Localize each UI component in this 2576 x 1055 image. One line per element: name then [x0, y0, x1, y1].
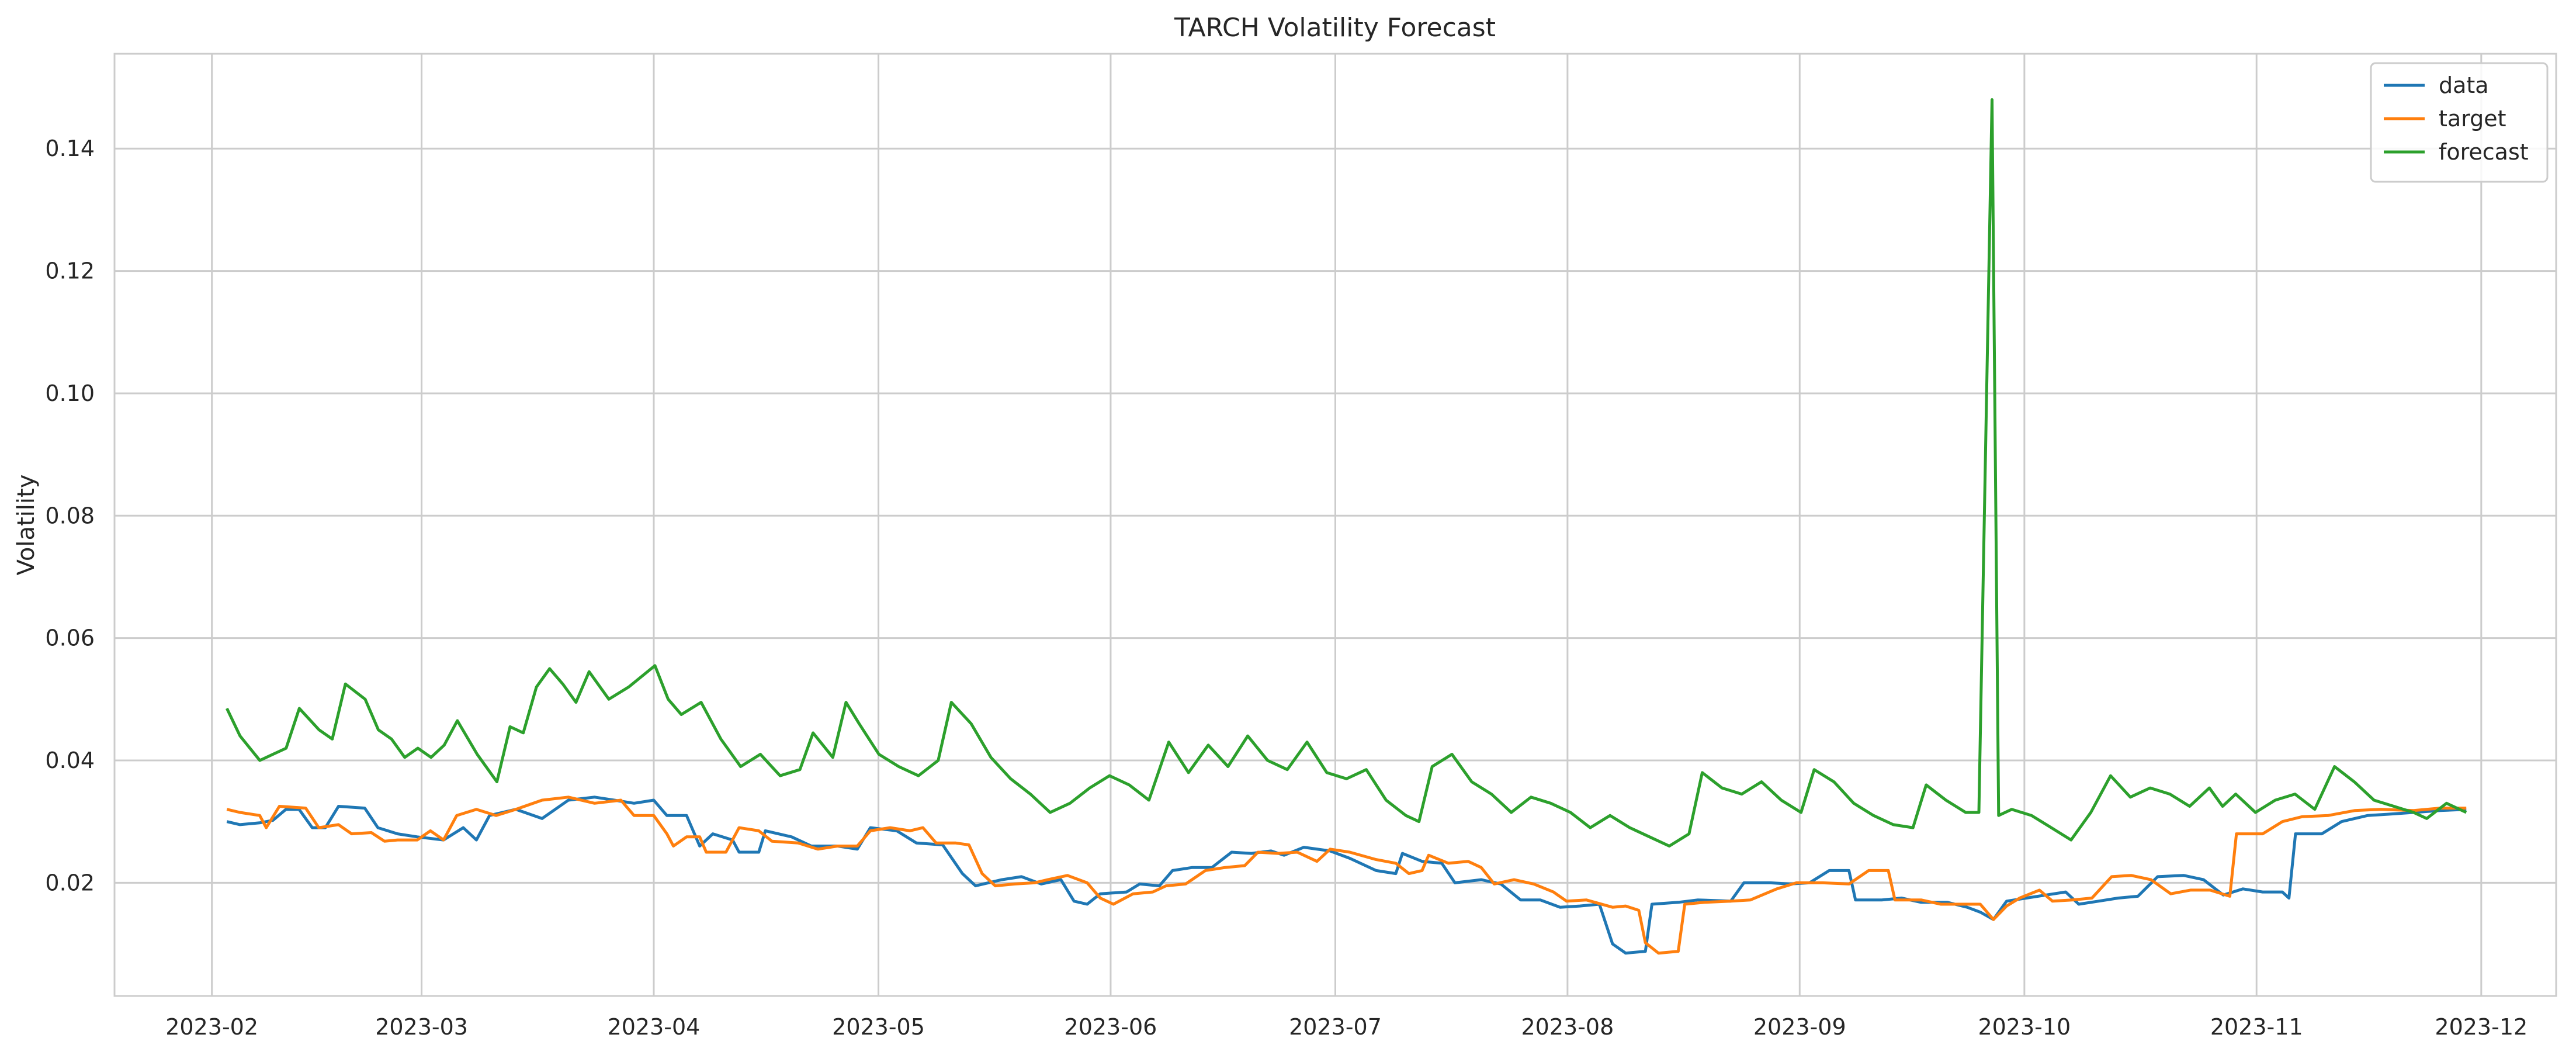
y-tick-labels: 0.02 0.04 0.06 0.08 0.10 0.12 0.14 — [45, 136, 95, 895]
y-tick-label: 0.08 — [45, 503, 95, 528]
y-tick-label: 0.12 — [45, 258, 95, 284]
y-tick-label: 0.10 — [45, 381, 95, 406]
legend-label-forecast: forecast — [2439, 139, 2529, 165]
y-tick-label: 0.14 — [45, 136, 95, 161]
legend: data target forecast — [2370, 62, 2549, 183]
x-tick-label: 2023-05 — [832, 1014, 925, 1040]
x-tick-label: 2023-08 — [1521, 1014, 1614, 1040]
x-gridlines — [211, 54, 2483, 996]
x-tick-label: 2023-09 — [1753, 1014, 1846, 1040]
y-tick-label: 0.06 — [45, 625, 95, 651]
x-tick-label: 2023-07 — [1289, 1014, 1382, 1040]
legend-label-data: data — [2439, 72, 2489, 98]
x-tick-labels: 2023-02 2023-03 2023-04 2023-05 2023-06 2023-… — [165, 1014, 2528, 1040]
series-line-data — [226, 795, 2467, 955]
y-tick-label: 0.04 — [45, 748, 95, 773]
series-layer — [226, 98, 2467, 955]
chart-title: TARCH Volatility Forecast — [1174, 13, 1496, 43]
legend-label-target: target — [2439, 106, 2506, 132]
x-tick-label: 2023-06 — [1065, 1014, 1157, 1040]
series-line-target — [226, 795, 2467, 955]
x-tick-label: 2023-12 — [2435, 1014, 2528, 1040]
x-tick-label: 2023-10 — [1978, 1014, 2071, 1040]
x-tick-label: 2023-03 — [375, 1014, 468, 1040]
x-tick-label: 2023-11 — [2210, 1014, 2303, 1040]
x-tick-label: 2023-02 — [165, 1014, 258, 1040]
x-tick-label: 2023-04 — [608, 1014, 701, 1040]
plot-frame — [113, 53, 2557, 997]
y-tick-label: 0.02 — [45, 870, 95, 895]
series-line-forecast — [226, 98, 2467, 848]
y-axis-label: Volatility — [13, 475, 40, 576]
